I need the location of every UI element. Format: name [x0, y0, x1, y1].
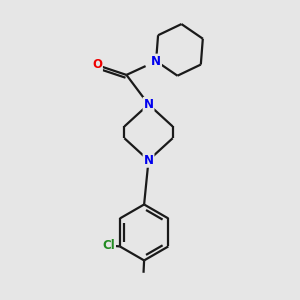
Text: N: N	[143, 98, 154, 111]
Text: N: N	[151, 55, 161, 68]
Text: N: N	[143, 154, 154, 167]
Text: O: O	[92, 58, 102, 71]
Text: Cl: Cl	[102, 239, 115, 252]
